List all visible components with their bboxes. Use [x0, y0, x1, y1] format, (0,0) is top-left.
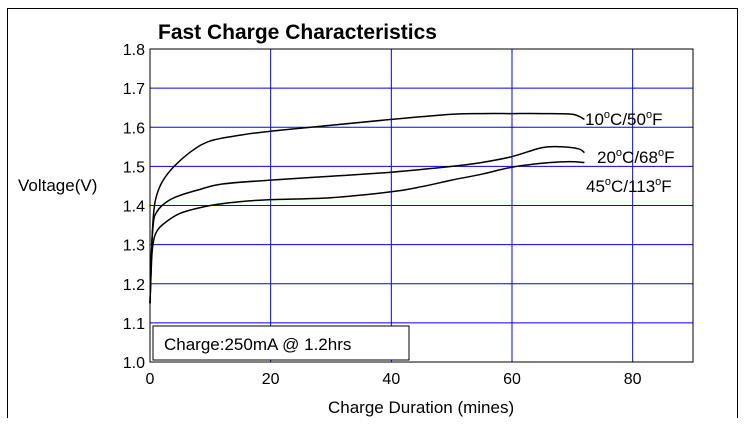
- x-axis-ticks: 0 20 40 60 80: [146, 371, 642, 388]
- series-label: 10oC/50oF: [585, 109, 662, 129]
- y-tick-label: 1.5: [123, 159, 145, 176]
- y-axis-label: Voltage(V): [18, 176, 97, 195]
- x-axis-label: Charge Duration (mines): [328, 398, 514, 417]
- x-tick-label: 0: [146, 371, 155, 388]
- series-labels: 10oC/50oF 20oC/68oF 45oC/113oF: [585, 109, 674, 196]
- y-tick-label: 1.6: [123, 120, 145, 137]
- series-lines: [149, 112, 585, 304]
- grid-lines: [150, 49, 693, 362]
- series-line: [149, 145, 585, 304]
- x-tick-label: 60: [503, 371, 521, 388]
- annotation-text: Charge:250mA @ 1.2hrs: [164, 335, 351, 354]
- y-tick-label: 1.4: [123, 199, 145, 216]
- chart-frame: [7, 8, 738, 418]
- chart-title: Fast Charge Characteristics: [158, 21, 437, 44]
- plot-area: [149, 48, 694, 363]
- y-tick-label: 1.2: [123, 277, 145, 294]
- y-axis-ticks: 1.0 1.1 1.2 1.3 1.4 1.5 1.6 1.7 1.8: [123, 42, 145, 372]
- y-tick-label: 1.7: [123, 81, 145, 98]
- x-tick-label: 80: [624, 371, 642, 388]
- series-line: [149, 160, 585, 304]
- y-tick-label: 1.8: [123, 42, 145, 59]
- series-line: [149, 112, 585, 304]
- series-label: 45oC/113oF: [586, 176, 672, 196]
- y-tick-label: 1.0: [123, 355, 145, 372]
- y-tick-label: 1.3: [123, 238, 145, 255]
- annotation-box: Charge:250mA @ 1.2hrs: [152, 325, 410, 361]
- x-tick-label: 20: [262, 371, 280, 388]
- x-tick-label: 40: [382, 371, 400, 388]
- y-tick-label: 1.1: [123, 316, 145, 333]
- series-label: 20oC/68oF: [597, 147, 674, 167]
